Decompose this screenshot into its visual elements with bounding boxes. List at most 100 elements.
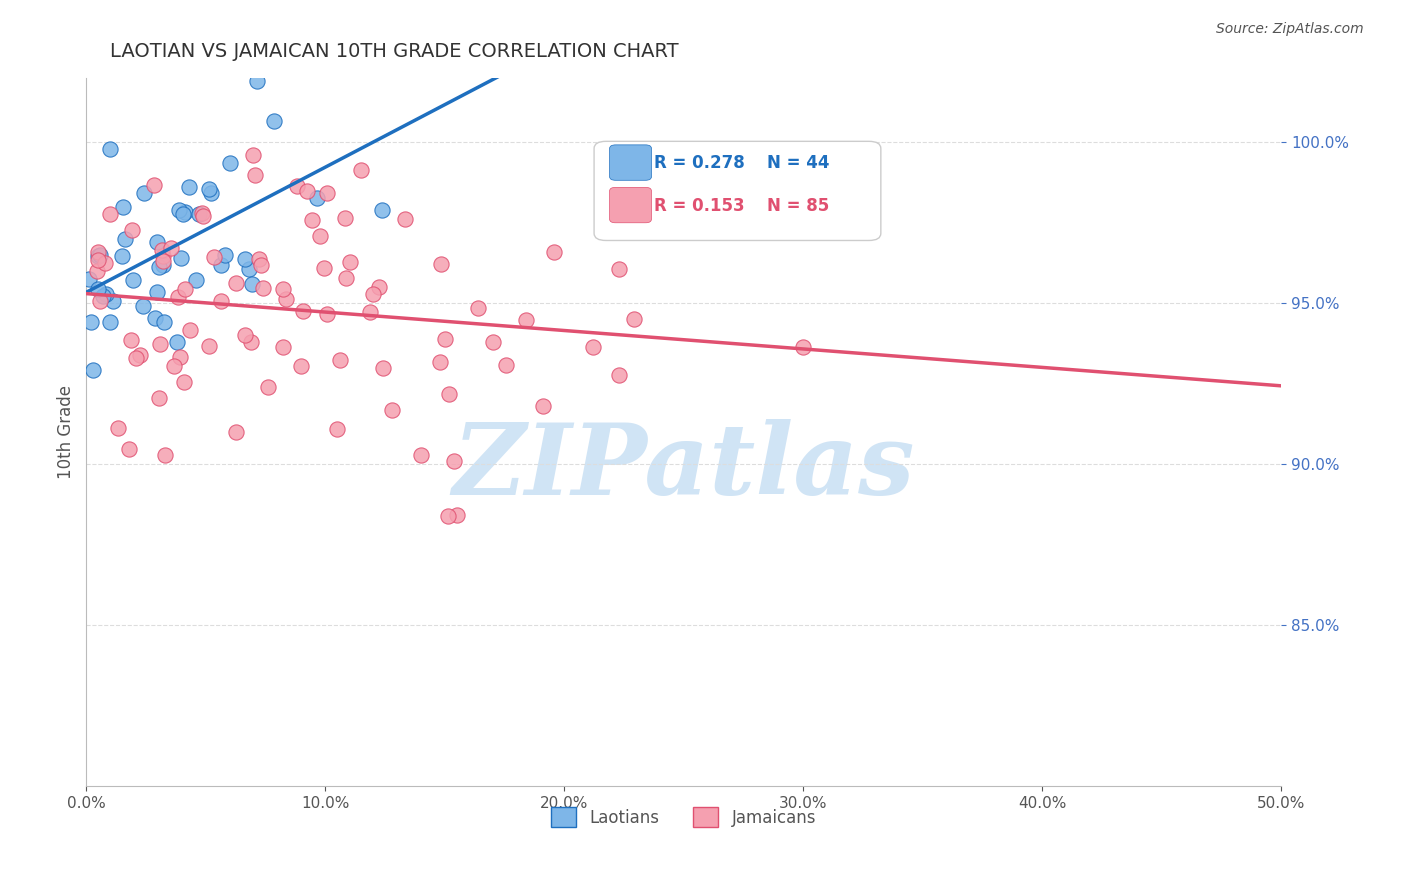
Jamaicans: [609, 262, 631, 277]
Laotians: [316, 60, 339, 74]
Text: Source: ZipAtlas.com: Source: ZipAtlas.com: [1216, 22, 1364, 37]
Jamaicans: [169, 350, 191, 364]
Laotians: [184, 273, 207, 287]
Laotians: [79, 315, 101, 329]
Text: LAOTIAN VS JAMAICAN 10TH GRADE CORRELATION CHART: LAOTIAN VS JAMAICAN 10TH GRADE CORRELATI…: [110, 42, 679, 61]
Text: N = 85: N = 85: [768, 197, 830, 215]
Jamaicans: [295, 184, 318, 198]
Laotians: [218, 156, 240, 170]
Jamaicans: [443, 454, 465, 468]
Laotians: [214, 248, 236, 262]
Jamaicans: [242, 148, 264, 162]
Jamaicans: [150, 243, 173, 257]
Jamaicans: [243, 168, 266, 182]
Laotians: [148, 260, 170, 274]
Jamaicans: [273, 339, 295, 353]
Laotians: [96, 286, 118, 301]
Jamaicans: [86, 245, 108, 260]
Jamaicans: [118, 442, 141, 456]
Laotians: [91, 289, 114, 303]
Jamaicans: [197, 339, 219, 353]
Jamaicans: [120, 333, 142, 347]
Laotians: [77, 272, 100, 286]
Laotians: [89, 248, 111, 262]
Jamaicans: [163, 359, 186, 374]
Jamaicans: [581, 340, 603, 354]
Laotians: [246, 73, 269, 87]
Laotians: [188, 206, 211, 220]
Jamaicans: [121, 223, 143, 237]
Laotians: [169, 202, 191, 217]
Laotians: [87, 281, 110, 295]
Laotians: [98, 315, 121, 329]
Jamaicans: [249, 252, 271, 266]
Jamaicans: [349, 163, 371, 178]
Jamaicans: [329, 353, 352, 368]
Jamaicans: [623, 312, 645, 326]
Laotians: [169, 252, 191, 266]
Jamaicans: [274, 293, 297, 307]
Jamaicans: [160, 241, 183, 255]
Jamaicans: [179, 323, 201, 337]
Jamaicans: [316, 307, 339, 321]
Jamaicans: [434, 332, 457, 346]
Jamaicans: [290, 359, 312, 373]
Jamaicans: [152, 248, 174, 262]
Text: R = 0.153: R = 0.153: [654, 197, 744, 215]
Jamaicans: [394, 211, 416, 226]
Jamaicans: [446, 508, 468, 522]
Jamaicans: [125, 351, 148, 365]
Jamaicans: [94, 255, 117, 269]
Jamaicans: [335, 271, 357, 285]
Jamaicans: [309, 228, 332, 243]
Jamaicans: [285, 178, 308, 193]
Laotians: [152, 258, 174, 272]
Laotians: [146, 235, 169, 249]
Jamaicans: [152, 254, 174, 268]
Jamaicans: [359, 305, 381, 319]
Jamaicans: [482, 335, 505, 350]
Jamaicans: [143, 178, 166, 192]
FancyBboxPatch shape: [610, 145, 651, 180]
Jamaicans: [437, 387, 460, 401]
Laotians: [307, 191, 329, 205]
Jamaicans: [371, 361, 394, 376]
Jamaicans: [333, 211, 356, 225]
Laotians: [197, 182, 219, 196]
Laotians: [101, 294, 124, 309]
Jamaicans: [235, 328, 257, 343]
Jamaicans: [252, 281, 274, 295]
Laotians: [86, 249, 108, 263]
Jamaicans: [173, 375, 195, 389]
Jamaicans: [153, 448, 176, 462]
Text: N = 44: N = 44: [768, 154, 830, 172]
Laotians: [209, 258, 232, 272]
Jamaicans: [429, 355, 451, 369]
Jamaicans: [98, 207, 121, 221]
Laotians: [179, 179, 201, 194]
Jamaicans: [191, 209, 214, 223]
FancyBboxPatch shape: [595, 141, 880, 241]
Jamaicans: [256, 379, 278, 393]
Laotians: [114, 232, 136, 246]
Jamaicans: [250, 259, 273, 273]
Laotians: [233, 252, 256, 266]
Jamaicans: [326, 422, 349, 436]
Jamaicans: [543, 244, 565, 259]
Laotians: [111, 249, 134, 263]
Laotians: [263, 114, 285, 128]
FancyBboxPatch shape: [610, 187, 651, 223]
Jamaicans: [148, 392, 170, 406]
Jamaicans: [361, 287, 384, 301]
Jamaicans: [381, 403, 404, 417]
Jamaicans: [430, 257, 453, 271]
Jamaicans: [239, 335, 262, 350]
Laotians: [111, 201, 134, 215]
Jamaicans: [107, 421, 129, 435]
Laotians: [200, 186, 222, 201]
Text: ZIPatlas: ZIPatlas: [453, 419, 915, 516]
Jamaicans: [301, 212, 323, 227]
Jamaicans: [467, 301, 489, 315]
Jamaicans: [129, 348, 152, 362]
Text: R = 0.278: R = 0.278: [654, 154, 745, 172]
